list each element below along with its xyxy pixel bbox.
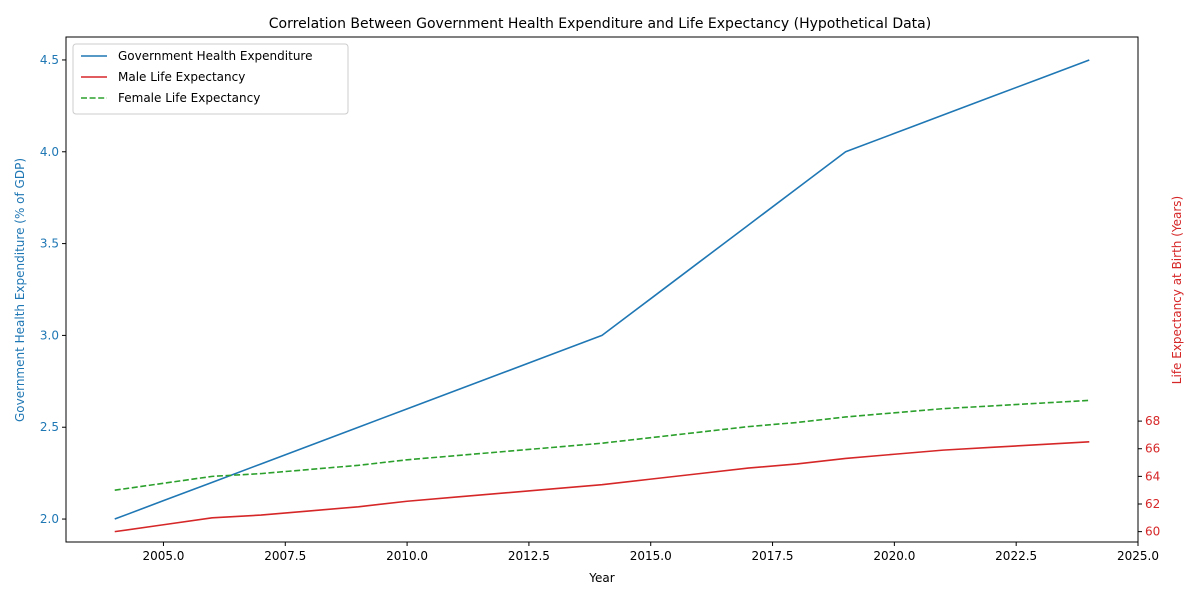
legend: Government Health Expenditure Male Life E… xyxy=(72,43,349,115)
y-left-tick-label: 2.5 xyxy=(40,420,59,434)
y-axis-left: 2.0 2.5 3.0 3.5 4.0 4.5 xyxy=(40,53,66,526)
y-right-tick-label: 64 xyxy=(1145,469,1160,483)
x-tick-label: 2025.0 xyxy=(1117,549,1159,563)
y-right-tick-label: 60 xyxy=(1145,525,1160,539)
chart-title: Correlation Between Government Health Ex… xyxy=(269,16,931,32)
series-line-2 xyxy=(114,399,1090,491)
series-line-0 xyxy=(114,59,1090,520)
y-right-tick-label: 66 xyxy=(1145,442,1160,456)
y-left-tick-label: 3.5 xyxy=(40,237,59,251)
y-left-tick-label: 2.0 xyxy=(40,512,59,526)
x-tick-label: 2010.0 xyxy=(386,549,428,563)
y-axis-right: 60 62 64 66 68 xyxy=(1138,414,1160,539)
x-tick-label: 2015.0 xyxy=(630,549,672,563)
x-axis-title: Year xyxy=(588,571,614,585)
series-layer xyxy=(114,59,1090,533)
y-left-tick-label: 3.0 xyxy=(40,328,59,342)
plot-frame xyxy=(65,36,1139,543)
legend-label-2: Female Life Expectancy xyxy=(118,91,260,105)
y-left-tick-label: 4.5 xyxy=(40,53,59,67)
y-right-tick-label: 68 xyxy=(1145,414,1160,428)
x-tick-label: 2012.5 xyxy=(508,549,550,563)
x-axis: 2005.0 2007.5 2010.0 2012.5 2015.0 2017.5 2020… xyxy=(142,542,1159,563)
x-tick-label: 2017.5 xyxy=(752,549,794,563)
y-right-tick-label: 62 xyxy=(1145,497,1160,511)
x-tick-label: 2005.0 xyxy=(142,549,184,563)
x-tick-label: 2020.0 xyxy=(873,549,915,563)
series-line-1 xyxy=(114,441,1090,533)
legend-items: Government Health Expenditure Male Life E… xyxy=(81,49,312,105)
legend-label-0: Government Health Expenditure xyxy=(118,49,312,63)
legend-box xyxy=(72,43,349,115)
y-axis-left-title: Government Health Expenditure (% of GDP) xyxy=(13,158,27,422)
x-tick-label: 2007.5 xyxy=(264,549,306,563)
y-axis-right-title: Life Expectancy at Birth (Years) xyxy=(1170,196,1184,384)
x-tick-label: 2022.5 xyxy=(995,549,1037,563)
plot-area xyxy=(65,36,1139,543)
legend-label-1: Male Life Expectancy xyxy=(118,70,245,84)
y-left-tick-label: 4.0 xyxy=(40,145,59,159)
